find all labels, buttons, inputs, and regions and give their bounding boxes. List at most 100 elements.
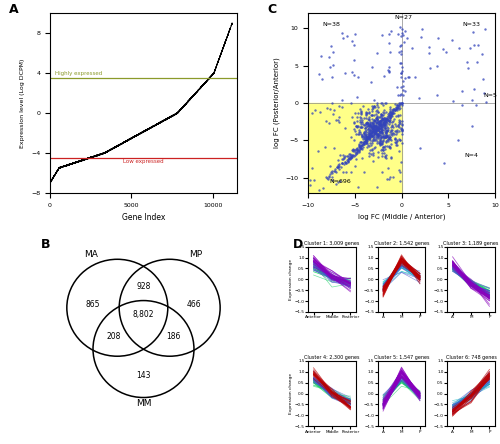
Point [320,143,328,150]
Point [373,123,381,131]
Point [364,134,372,141]
Point [358,141,366,148]
Point [378,122,386,129]
Point [350,42,358,49]
Point [354,183,362,190]
Point [374,126,382,133]
Point [361,124,369,131]
Point [388,109,396,116]
Point [376,119,384,127]
Point [368,157,376,164]
Point [338,34,346,41]
Point [396,112,404,119]
Point [368,119,376,127]
Point [325,172,333,179]
Point [380,144,388,151]
Point [342,169,350,176]
Point [368,107,376,115]
Point [395,166,403,174]
Point [382,99,390,107]
Point [396,120,404,127]
Point [368,131,376,139]
Point [327,43,335,50]
Point [382,122,390,129]
Point [380,119,388,126]
Point [354,148,362,155]
Point [368,106,376,113]
Point [386,131,394,138]
Point [348,152,356,159]
Point [369,133,377,140]
Point [392,106,400,113]
Point [380,115,388,122]
Point [374,123,382,130]
Point [377,121,385,128]
Point [330,167,338,174]
Point [394,104,402,111]
Point [366,119,374,126]
Point [464,65,472,72]
Point [394,103,402,110]
Point [364,135,372,142]
Point [376,132,384,139]
Point [359,144,367,151]
Point [357,118,365,125]
Point [368,120,376,127]
Point [361,124,369,131]
Point [370,125,378,132]
Point [375,121,383,128]
Point [374,108,382,115]
Point [350,163,358,170]
Point [363,137,371,144]
Point [395,102,403,109]
Point [398,121,406,128]
Point [378,114,386,121]
Point [352,131,360,138]
Point [376,125,384,132]
Point [369,149,377,156]
Point [386,114,394,121]
Point [382,128,390,135]
Point [362,132,370,139]
Point [377,118,385,125]
Text: N=696: N=696 [330,179,351,184]
Point [332,163,340,170]
Point [352,149,360,156]
Point [362,115,370,122]
Point [381,146,389,153]
Point [382,126,390,133]
Point [356,144,364,151]
Point [358,141,366,148]
Point [390,115,398,122]
Text: 928: 928 [136,281,150,291]
Point [418,26,426,33]
Point [362,128,370,135]
Point [330,165,338,172]
Point [356,145,364,152]
Point [361,132,369,139]
Point [374,184,382,191]
Point [372,127,380,135]
Point [385,120,393,127]
Point [357,120,365,127]
Point [392,105,400,112]
Point [384,136,392,143]
Point [382,119,390,126]
Point [368,128,376,135]
Title: Cluster 4: 2,300 genes: Cluster 4: 2,300 genes [304,355,360,360]
Point [362,138,370,145]
Point [367,79,375,86]
Point [357,123,365,130]
Point [370,131,378,138]
Point [398,125,406,132]
Point [372,115,380,122]
Point [388,113,396,120]
Point [386,117,394,124]
Point [382,131,390,139]
Point [370,116,378,123]
Point [356,109,364,116]
Point [342,160,350,167]
Point [341,159,349,166]
Point [392,127,400,134]
Point [328,174,336,181]
